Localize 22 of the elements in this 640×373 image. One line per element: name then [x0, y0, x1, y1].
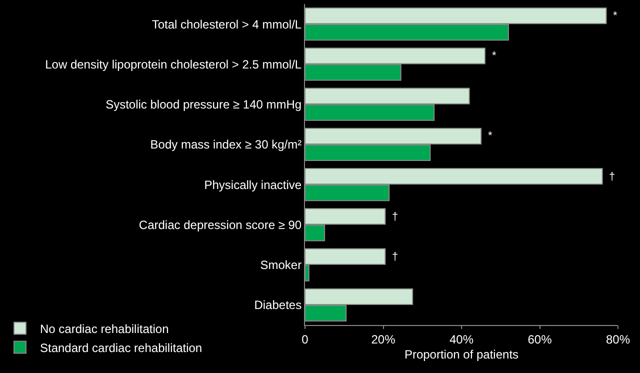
y-tick-label: Total cholesterol > 4 mmol/L: [152, 17, 302, 32]
y-tick-label: Body mass index ≥ 30 kg/m²: [150, 138, 302, 152]
annotation: *: [488, 130, 493, 142]
y-tick-label: Cardiac depression score ≥ 90: [138, 218, 302, 232]
y-tick-label: Physically inactive: [204, 178, 302, 192]
annotation: †: [392, 211, 398, 223]
legend-label: No cardiac rehabilitation: [40, 322, 169, 336]
x-tick-label: 40%: [449, 332, 474, 346]
x-tick-label: 20%: [371, 332, 396, 346]
y-tick-label: Systolic blood pressure ≥ 140 mmHg: [106, 98, 302, 112]
y-tick-label: Diabetes: [254, 298, 302, 312]
annotation: †: [609, 171, 616, 183]
x-tick-label: 0: [302, 332, 309, 346]
annotation: *: [613, 10, 618, 22]
y-tick-label: Low density lipoprotein cholesterol > 2.5 mmol/L: [45, 57, 302, 72]
x-axis-title: Proportion of patients: [404, 347, 519, 362]
x-tick-label: 80%: [606, 332, 630, 346]
annotation: †: [392, 251, 398, 263]
x-tick-label: 60%: [528, 332, 552, 346]
legend-label: Standard cardiac rehabilitation: [40, 340, 202, 355]
y-tick-label: Smoker: [260, 258, 302, 272]
annotation: *: [492, 50, 497, 62]
